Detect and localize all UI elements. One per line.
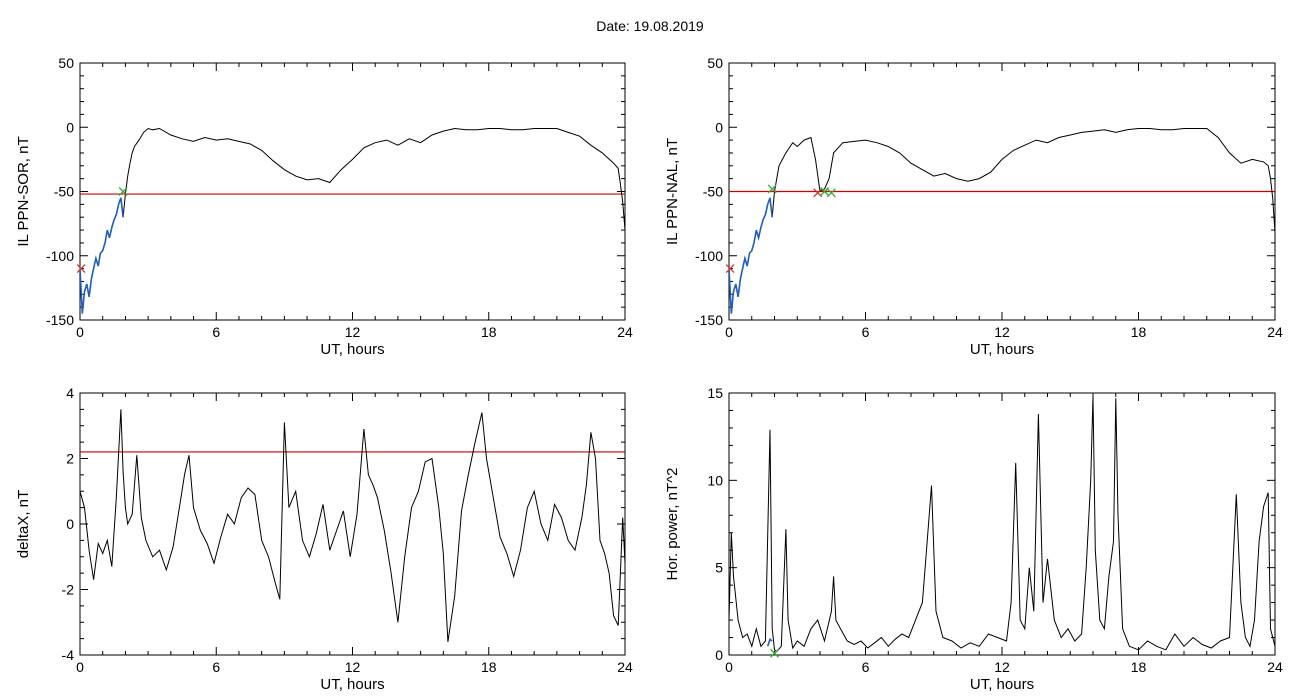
- y-tick-label: 5: [715, 560, 723, 576]
- marker-green: [118, 187, 128, 196]
- x-tick-label: 24: [617, 659, 633, 675]
- y-tick-label: 10: [707, 472, 723, 488]
- y-tick-label: 0: [715, 647, 723, 663]
- marker-stroke: [820, 187, 830, 196]
- x-tick-label: 0: [76, 659, 84, 675]
- y-tick-label: -2: [62, 582, 75, 598]
- marker-stroke: [767, 184, 777, 194]
- y-axis-label: IL PPN-SOR, nT: [15, 136, 32, 246]
- y-tick-label: 0: [66, 516, 74, 532]
- y-tick-label: 50: [58, 55, 74, 71]
- series-main: [729, 396, 1275, 653]
- y-axis-label: Hor. power, nT^2: [664, 468, 681, 581]
- chart-il-nal: 0 6 12 18 24 -150 -100 -50 0 50 UT, hours IL PPN-NA…: [664, 55, 1283, 358]
- series-main: [80, 127, 625, 314]
- x-tick-label: 6: [862, 659, 870, 675]
- marker-green: [826, 188, 836, 198]
- marker-green: [770, 648, 779, 658]
- series-main: [80, 409, 625, 642]
- page-title: Date: 19.08.2019: [596, 18, 704, 34]
- plot-frame: [79, 62, 626, 321]
- x-tick-label: 12: [345, 324, 361, 340]
- marker-red: [813, 188, 823, 198]
- series-highlight: [766, 637, 773, 647]
- x-axis-label: UT, hours: [970, 676, 1034, 693]
- y-tick-label: -150: [46, 312, 74, 328]
- x-tick-label: 18: [1131, 324, 1147, 340]
- series-highlight: [729, 197, 773, 314]
- marker-green: [820, 187, 830, 196]
- x-tick-label: 12: [994, 659, 1010, 675]
- x-tick-label: 18: [1131, 659, 1147, 675]
- y-tick-label: -150: [695, 312, 723, 328]
- x-tick-label: 0: [76, 324, 84, 340]
- y-tick-label: 50: [707, 55, 723, 71]
- marker-stroke: [826, 188, 836, 198]
- marker-red: [76, 264, 86, 274]
- x-tick-label: 0: [725, 324, 733, 340]
- plot-frame: [728, 392, 1276, 656]
- marker-stroke: [118, 187, 128, 196]
- series-highlight: [80, 197, 124, 314]
- x-axis-label: UT, hours: [320, 676, 384, 693]
- y-axis-label: deltaX, nT: [15, 490, 32, 558]
- x-tick-label: 12: [994, 324, 1010, 340]
- marker-stroke: [725, 264, 735, 274]
- chart-hor-power: 0 6 12 18 24 0 5 10 15 UT, hours Hor. power, nT^2: [664, 385, 1283, 693]
- y-tick-label: -100: [695, 248, 723, 264]
- plot-frame: [79, 392, 626, 656]
- x-tick-label: 6: [212, 324, 220, 340]
- y-tick-label: 4: [66, 385, 74, 401]
- x-tick-label: 24: [1267, 659, 1283, 675]
- y-tick-label: 0: [66, 119, 74, 135]
- marker-stroke: [770, 648, 779, 658]
- x-tick-label: 6: [212, 659, 220, 675]
- y-tick-label: -50: [54, 184, 74, 200]
- y-tick-label: -4: [62, 647, 75, 663]
- chart-il-sor: 0 6 12 18 24 -150 -100 -50 0 50 UT, hours IL PPN-SO…: [15, 55, 633, 358]
- x-tick-label: 0: [725, 659, 733, 675]
- x-tick-label: 24: [1267, 324, 1283, 340]
- x-tick-label: 6: [862, 324, 870, 340]
- y-tick-label: 0: [715, 119, 723, 135]
- x-tick-label: 24: [617, 324, 633, 340]
- marker-green: [767, 184, 777, 194]
- x-axis-label: UT, hours: [970, 341, 1034, 358]
- x-axis-label: UT, hours: [320, 341, 384, 358]
- series-main: [729, 128, 1275, 314]
- y-tick-label: 2: [66, 451, 74, 467]
- y-axis-label: IL PPN-NAL, nT: [664, 138, 681, 245]
- marker-stroke: [813, 188, 823, 198]
- x-tick-label: 18: [481, 659, 497, 675]
- y-tick-label: -100: [46, 248, 74, 264]
- marker-stroke: [76, 264, 86, 274]
- marker-red: [725, 264, 735, 274]
- x-tick-label: 12: [345, 659, 361, 675]
- y-tick-label: -50: [703, 184, 723, 200]
- x-tick-label: 18: [481, 324, 497, 340]
- y-tick-label: 15: [707, 385, 723, 401]
